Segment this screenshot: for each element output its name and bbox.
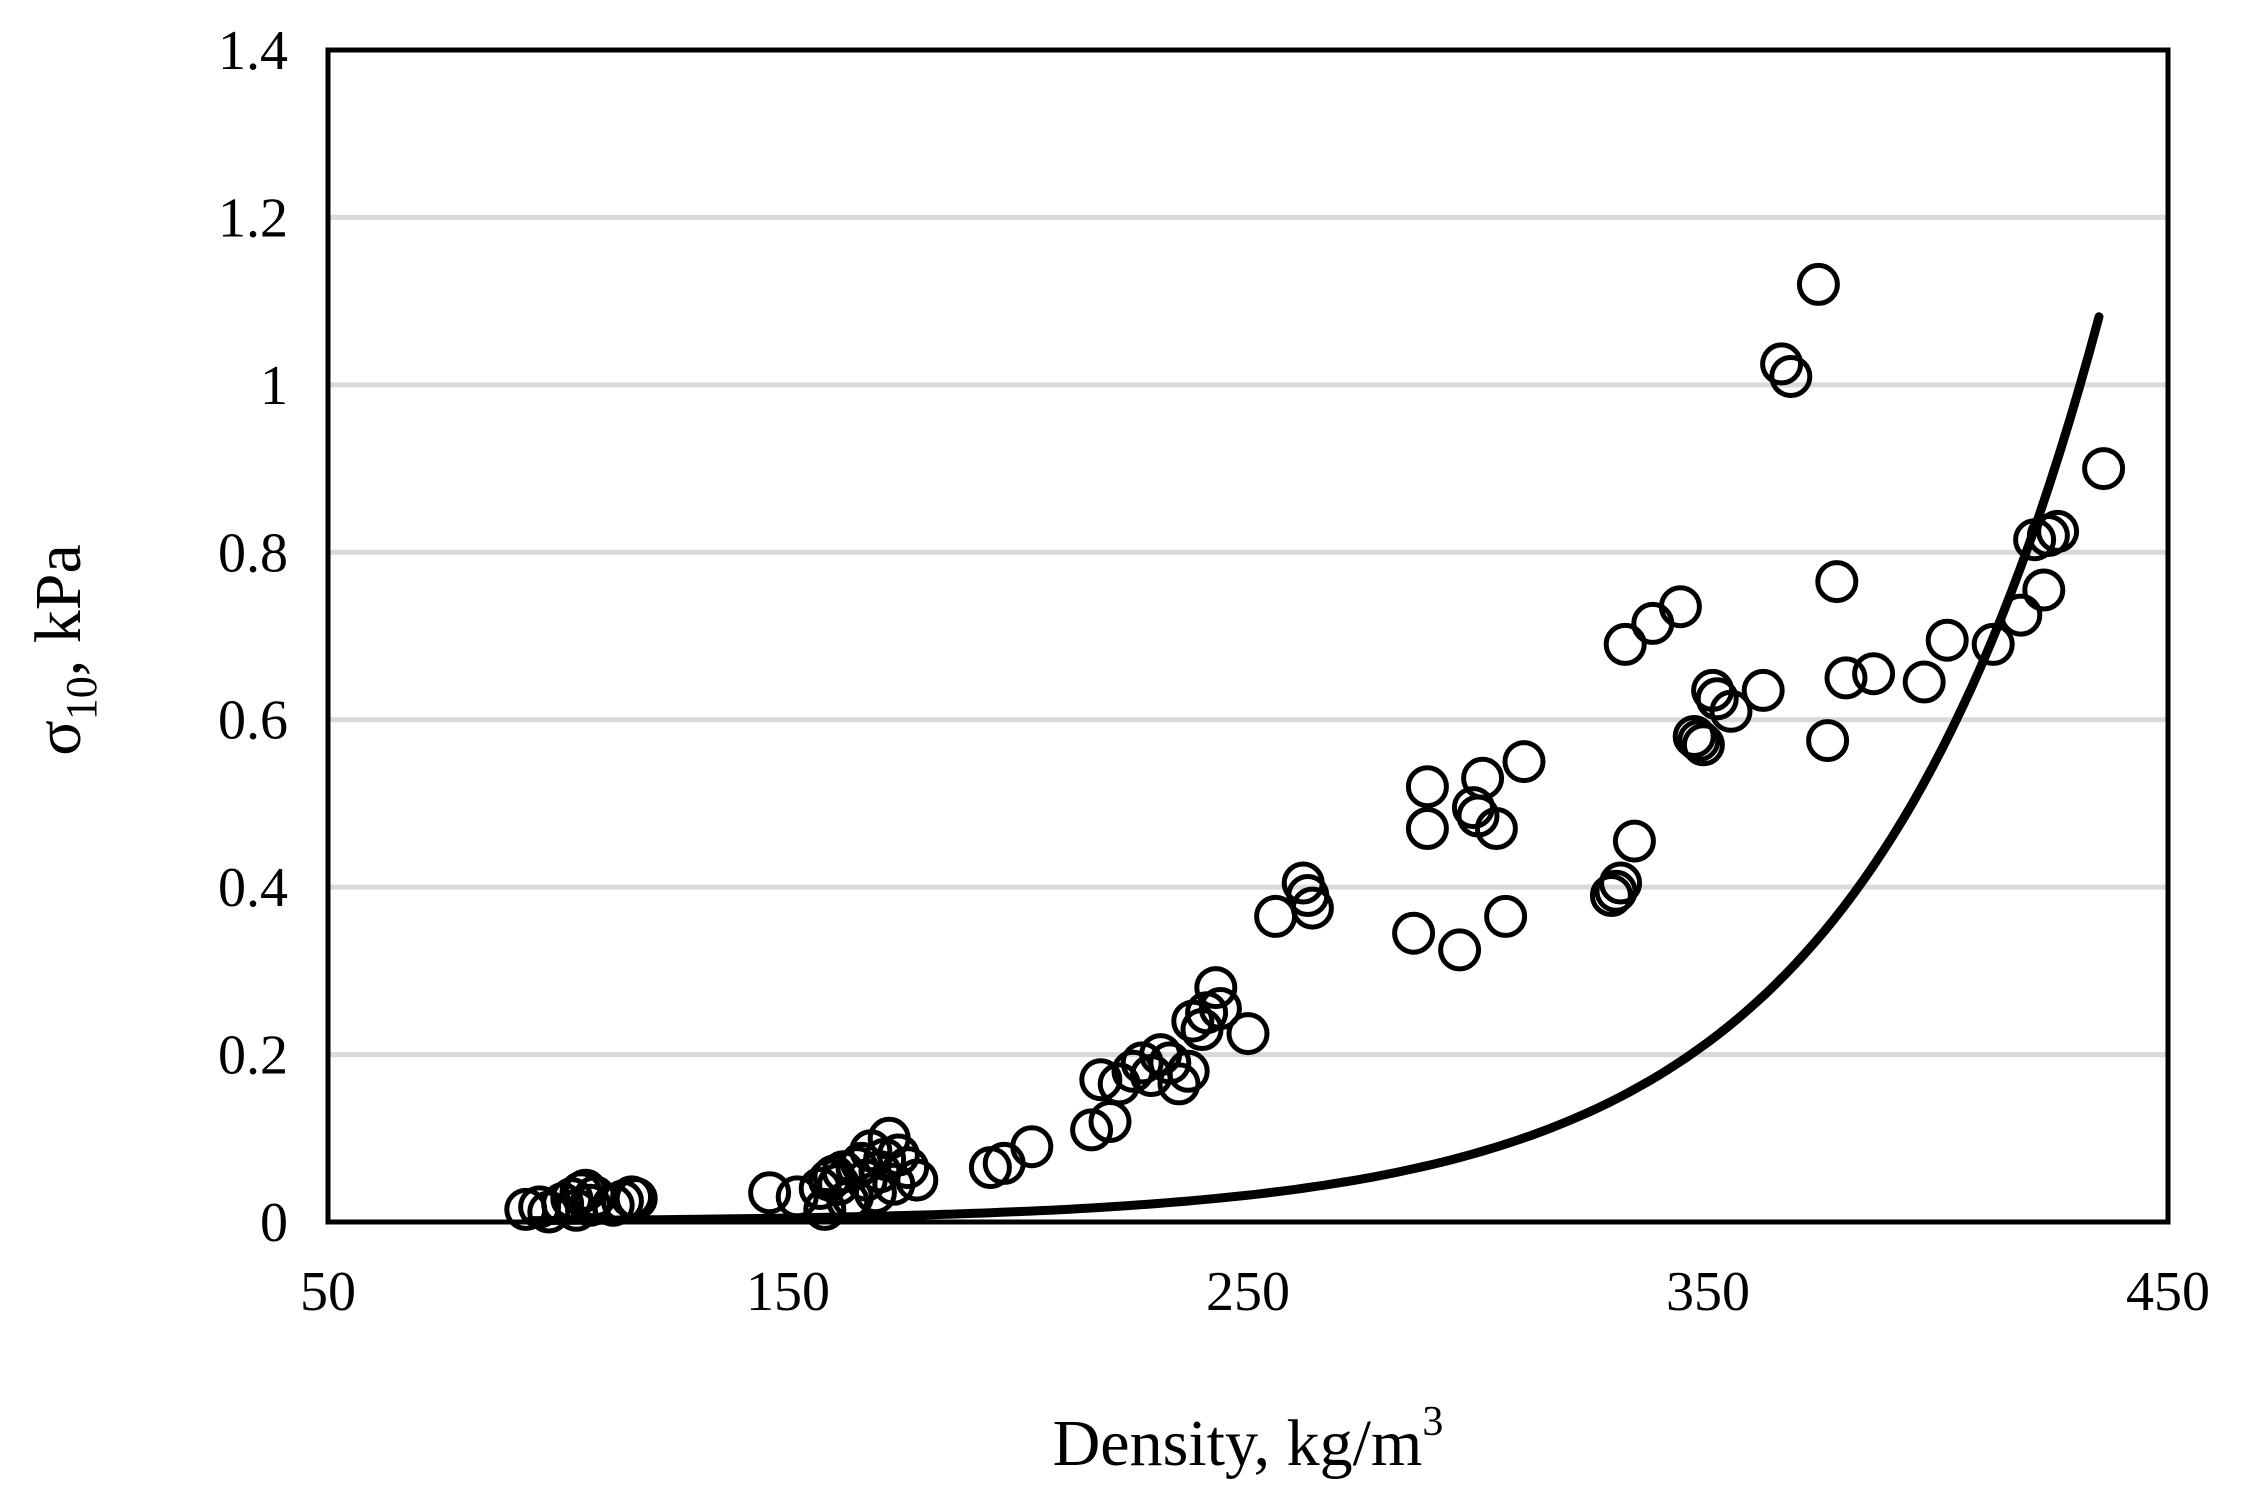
data-point xyxy=(1589,874,1633,917)
x-axis-title-text: Density, kg/m xyxy=(1053,1407,1423,1480)
x-tick-label: 250 xyxy=(1206,1261,1290,1323)
x-tick-label: 450 xyxy=(2126,1261,2210,1323)
data-point xyxy=(2022,568,2066,612)
data-point xyxy=(2036,509,2080,553)
data-point xyxy=(1290,886,1334,930)
data-point xyxy=(1658,585,1702,629)
data-point xyxy=(1198,987,1242,1030)
data-point xyxy=(1166,1049,1210,1093)
y-tick-label: 0.8 xyxy=(218,522,288,584)
x-axis-title: Density, kg/m3 xyxy=(1053,1399,1444,1480)
y-tick-labels: 0 0.2 0.4 0.6 0.8 1 1.2 1.4 xyxy=(218,20,288,1254)
data-point xyxy=(1925,618,1969,662)
data-point xyxy=(1824,656,1868,700)
data-point xyxy=(1681,723,1725,767)
data-point xyxy=(1631,601,1675,645)
data-point xyxy=(1815,560,1859,604)
y-tick-label: 1 xyxy=(260,355,288,417)
data-point xyxy=(886,1146,930,1190)
data-point xyxy=(748,1171,792,1215)
data-point xyxy=(1612,819,1656,863)
data-point xyxy=(1194,966,1238,1010)
data-point xyxy=(1226,1012,1270,1056)
y-tick-label: 0.4 xyxy=(218,857,288,919)
data-point xyxy=(1672,715,1716,758)
y-axis-title-symbol: σ xyxy=(22,720,95,756)
data-point xyxy=(1796,262,1840,306)
data-point xyxy=(1677,719,1721,763)
data-point xyxy=(1760,342,1804,386)
y-tick-label: 0 xyxy=(260,1192,288,1254)
data-point xyxy=(1502,740,1546,784)
data-point xyxy=(1010,1125,1054,1169)
plot-frame xyxy=(325,47,2171,1225)
data-point xyxy=(2082,447,2126,491)
data-point xyxy=(1741,668,1785,712)
data-point xyxy=(1971,622,2015,666)
data-point xyxy=(1599,861,1643,905)
scatter-points xyxy=(504,262,2126,1234)
data-point xyxy=(1902,660,1946,704)
y-axis-title: σ10, kPa xyxy=(22,544,106,756)
fit-curve-group xyxy=(525,312,2104,1226)
x-tick-label: 350 xyxy=(1666,1261,1750,1323)
y-tick-label: 0.2 xyxy=(218,1025,288,1087)
x-tick-label: 150 xyxy=(746,1261,830,1323)
data-point xyxy=(1405,807,1449,850)
data-point xyxy=(1852,652,1896,696)
data-point xyxy=(1999,593,2043,637)
y-axis-title-unit: , kPa xyxy=(22,544,95,676)
x-tick-label: 50 xyxy=(300,1261,356,1323)
data-point xyxy=(1438,928,1482,972)
data-point xyxy=(895,1158,939,1202)
data-point xyxy=(1603,622,1647,666)
data-point xyxy=(1157,1062,1201,1106)
x-axis-title-superscript: 3 xyxy=(1422,1399,1443,1445)
data-point xyxy=(1695,677,1739,721)
data-point xyxy=(1405,765,1449,809)
data-point xyxy=(1769,355,1813,398)
data-point xyxy=(1079,1058,1123,1102)
y-tick-label: 1.2 xyxy=(218,187,288,249)
y-tick-label: 0.6 xyxy=(218,690,288,752)
y-axis-title-subscript: 10 xyxy=(57,676,106,720)
data-point xyxy=(1806,719,1850,763)
gridlines xyxy=(328,214,2168,1058)
data-point xyxy=(1484,894,1528,938)
y-tick-label: 1.4 xyxy=(218,20,288,82)
data-point xyxy=(1474,807,1518,850)
data-point xyxy=(1709,689,1753,733)
data-point xyxy=(614,1177,658,1221)
data-point xyxy=(1461,756,1505,800)
data-point xyxy=(1392,911,1436,955)
fit-curve xyxy=(525,312,2104,1226)
x-tick-labels: 50 150 250 350 450 xyxy=(300,1261,2210,1323)
